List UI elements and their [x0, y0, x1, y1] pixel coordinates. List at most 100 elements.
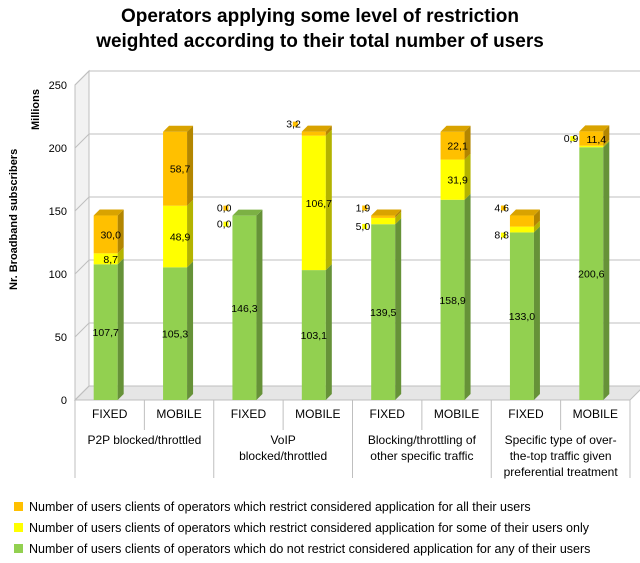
data-label-marker [362, 223, 368, 229]
bar-segment-front [93, 264, 118, 400]
x-tick-label: FIXED [231, 407, 267, 421]
bar-top [301, 125, 332, 132]
bar-segment-side [464, 153, 471, 200]
data-label-yellow: 31,9 [447, 175, 468, 187]
legend-label-no-restriction: Number of users clients of operators whi… [29, 541, 591, 556]
bar-segment-side [187, 125, 194, 206]
bar-top [93, 209, 124, 216]
bar-segment-side [464, 193, 471, 400]
x-tick-label: MOBILE [573, 407, 618, 421]
x-tick-label: MOBILE [434, 407, 479, 421]
y-tick-label: 0 [61, 395, 67, 407]
data-label-marker [102, 232, 108, 238]
data-label-green: 133,0 [509, 311, 535, 323]
x-tick-label: FIXED [370, 407, 406, 421]
bar-segment-side [395, 218, 402, 400]
data-label-marker [223, 205, 229, 211]
bar-segment-front [371, 224, 396, 400]
data-label-marker [570, 136, 576, 142]
data-label-green: 200,6 [578, 269, 604, 281]
bar-segment-front [579, 145, 604, 148]
data-label-green: 158,9 [439, 295, 465, 307]
bar-segment-front [232, 215, 257, 400]
bar-segment-front [579, 147, 604, 400]
bar-segment-side [117, 209, 124, 254]
data-label-marker [172, 166, 178, 172]
legend-label-some-users: Number of users clients of operators whi… [29, 520, 589, 535]
data-label-yellow: 0,9 [564, 133, 579, 145]
group-label: Specific type of over- [505, 433, 617, 447]
y-tick-label: 200 [49, 143, 67, 155]
x-tick-label: FIXED [508, 407, 544, 421]
y-tick-label: 50 [55, 332, 67, 344]
bar-top [579, 125, 610, 132]
x-tick-label: FIXED [92, 407, 128, 421]
bar-segment-front [509, 232, 534, 400]
data-label-marker [500, 232, 506, 238]
data-label-marker [500, 205, 506, 211]
bar-segment-side [603, 141, 610, 400]
bar-segment-side [603, 139, 610, 148]
data-label-yellow: 0,0 [217, 219, 232, 231]
data-label-yellow: 8,7 [103, 254, 118, 266]
y-tick-label: 100 [49, 269, 67, 281]
legend: Number of users clients of operators whi… [14, 496, 590, 559]
bar-segment-side [533, 220, 540, 233]
data-label-green: 139,5 [370, 307, 396, 319]
data-label-marker [292, 121, 298, 127]
legend-label-all-users: Number of users clients of operators whi… [29, 499, 531, 514]
legend-swatch-orange [14, 502, 23, 511]
data-label-yellow: 106,7 [306, 198, 332, 210]
legend-item-no-restriction: Number of users clients of operators whi… [14, 538, 590, 559]
bar-segment-front [440, 199, 465, 400]
gridline [74, 70, 640, 86]
bar-top [163, 125, 194, 132]
plot-floor [73, 385, 640, 401]
chart-title-line2: weighted according to their total number… [96, 31, 544, 52]
group-label: P2P blocked/throttled [87, 433, 201, 447]
data-label-marker [172, 234, 178, 240]
chart-title: Operators applying some level of restric… [0, 4, 640, 54]
data-label-marker [310, 200, 316, 206]
bar-segment-side [533, 226, 540, 400]
bar-segment-front [371, 215, 396, 218]
bar-segment-front [301, 270, 326, 400]
bar-segment-side [395, 209, 402, 218]
data-label-marker [449, 143, 455, 149]
bar-top [440, 125, 471, 132]
y-tick-label: 250 [49, 80, 67, 92]
legend-swatch-green [14, 544, 23, 553]
data-label-yellow: 48,9 [170, 232, 191, 244]
bar-segment-side [395, 211, 402, 225]
bar-segment-side [533, 209, 540, 227]
bar-segment-side [603, 125, 610, 146]
data-label-marker [102, 256, 108, 262]
bar-segment-side [464, 125, 471, 160]
group-label: Blocking/throttling of [368, 433, 477, 447]
y-tick-label: 150 [49, 206, 67, 218]
data-label-yellow: 5,0 [356, 221, 371, 233]
group-label: the-top traffic given [510, 449, 612, 463]
data-label-orange: 22,1 [447, 141, 468, 153]
bar-segment-side [187, 261, 194, 400]
bar-segment-side [325, 264, 332, 400]
data-label-yellow: 8,8 [494, 230, 509, 242]
x-tick-label: MOBILE [156, 407, 201, 421]
bar-segment-side [256, 209, 263, 400]
plot-side-wall [74, 69, 90, 402]
bar-segment-front [509, 215, 534, 227]
data-label-orange: 58,7 [170, 164, 191, 176]
bar-segment-front [371, 217, 396, 225]
bar-segment-front [301, 131, 326, 136]
legend-item-all-users: Number of users clients of operators whi… [14, 496, 590, 517]
data-label-orange: 4,6 [494, 203, 509, 215]
bar-segment-side [325, 129, 332, 271]
bar-top [509, 209, 540, 216]
bar-segment-front [163, 267, 188, 400]
data-label-orange: 30,0 [100, 229, 121, 241]
group-label: blocked/throttled [239, 449, 327, 463]
stacked-bar-chart: 0 50 100 150 200 250 FIXED MOBILE FIXED MOBILE FIX… [49, 69, 640, 479]
data-label-orange: 0,0 [217, 203, 232, 215]
legend-swatch-yellow [14, 523, 23, 532]
bar-segment-side [187, 199, 194, 268]
